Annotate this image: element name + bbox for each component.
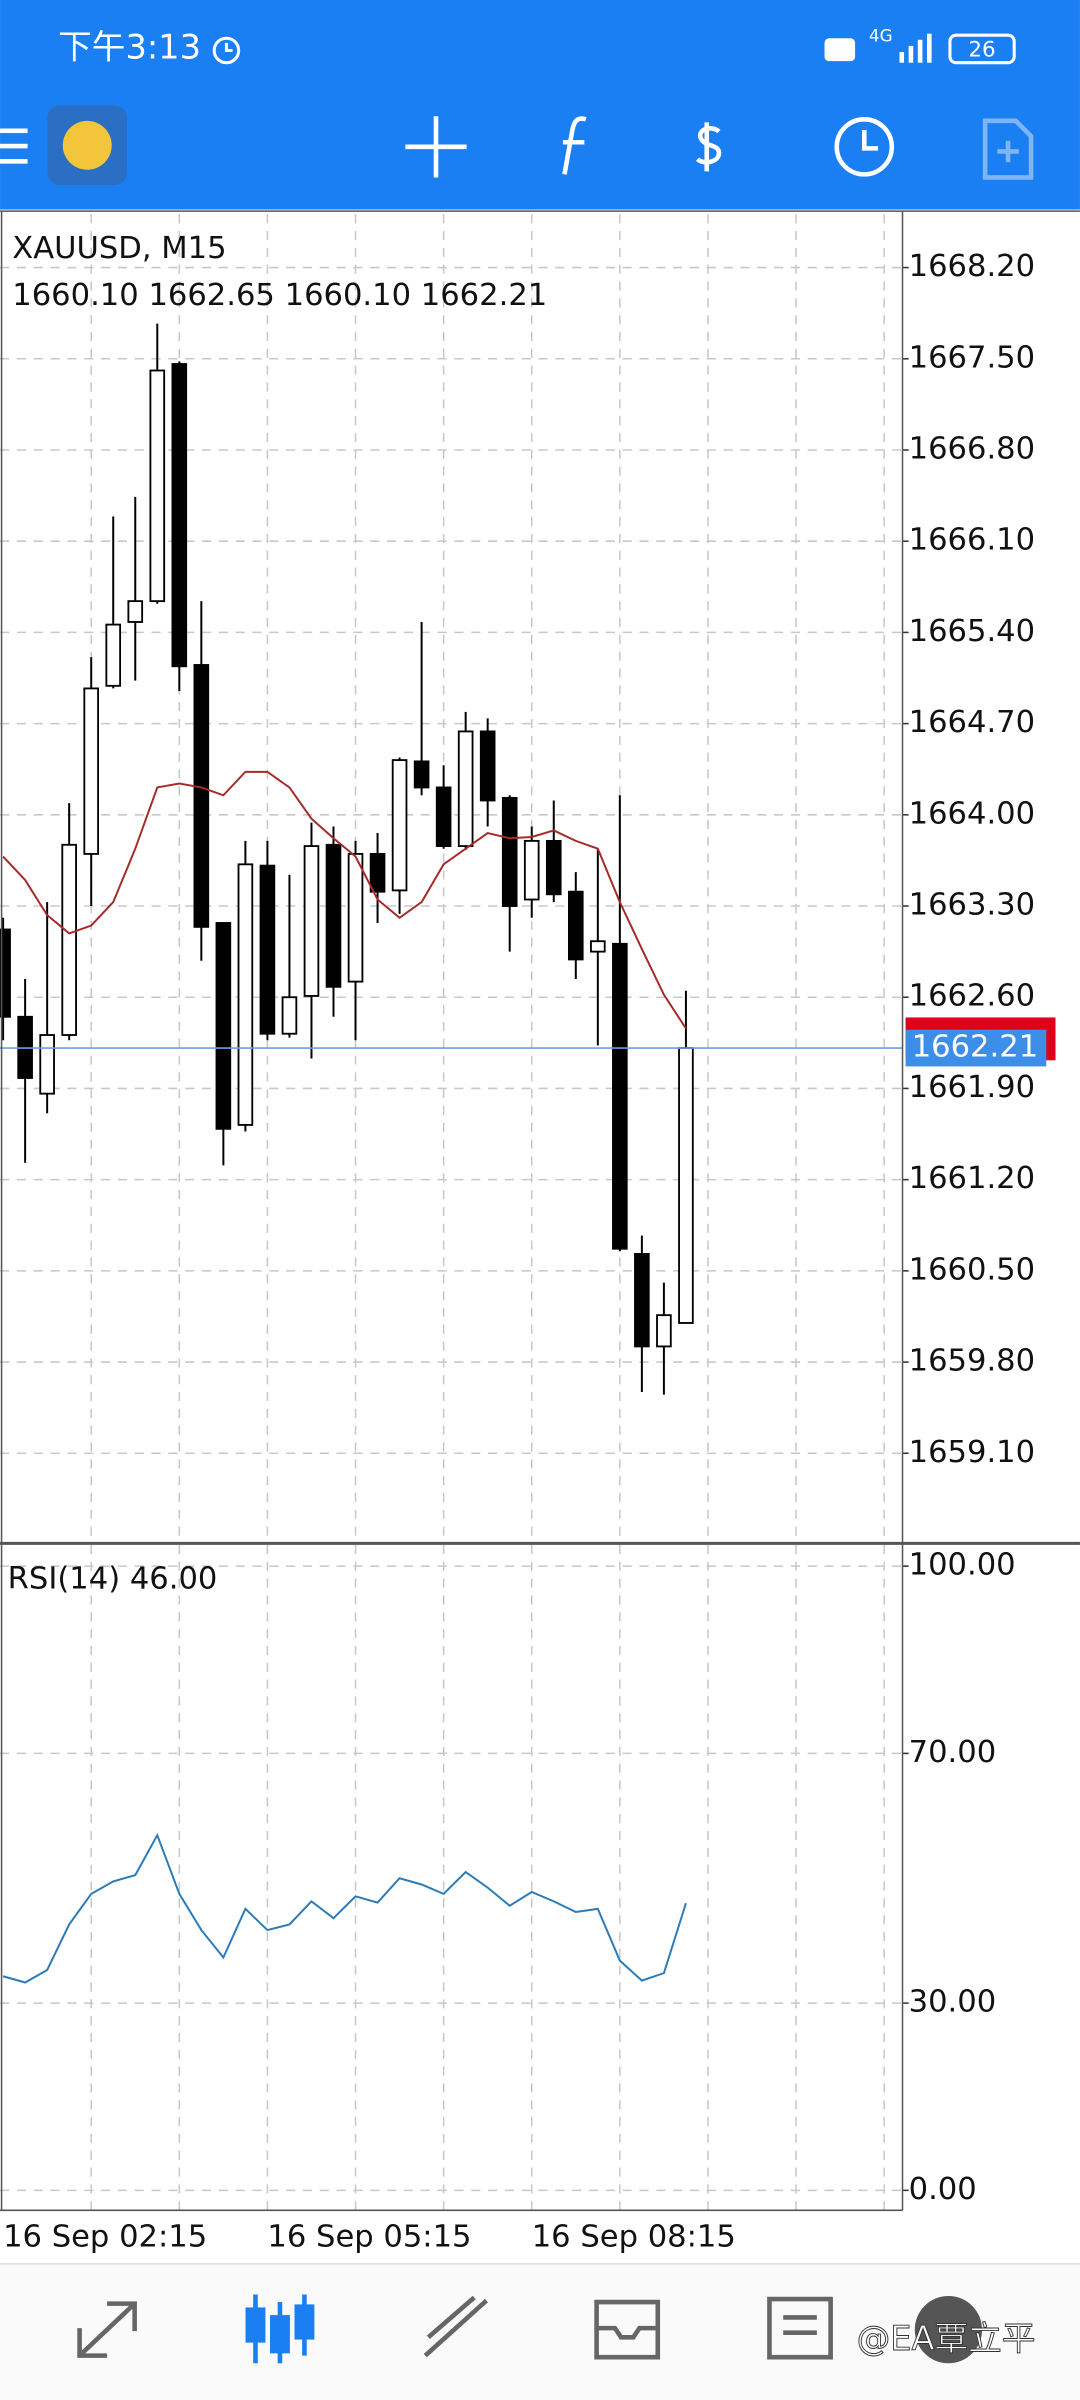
candle-body	[83, 687, 100, 855]
x-tick-label: 16 Sep 05:15	[267, 2219, 471, 2254]
candle-body	[0, 928, 11, 1018]
nav-trade[interactable]	[423, 2295, 488, 2358]
menu-button[interactable]	[0, 128, 28, 164]
watermark: @EA覃立平	[857, 2319, 1036, 2358]
y-tick-label: 1668.20	[909, 249, 1035, 284]
panel-title: RSI(14) 46.00	[8, 1562, 218, 1597]
nav-chart[interactable]	[245, 2294, 315, 2364]
candle-body	[215, 922, 232, 1130]
network: 4G	[869, 26, 893, 46]
signal-icon	[899, 33, 932, 63]
header-bg	[0, 0, 1080, 210]
candle-body	[259, 864, 276, 1035]
y-tick-label: 100.00	[909, 1548, 1016, 1583]
y-tick-label: 1659.80	[909, 1344, 1035, 1379]
y-tick-label: 1666.10	[909, 523, 1035, 558]
nav-news[interactable]	[767, 2296, 833, 2360]
candle-body	[237, 863, 254, 1126]
rsi-line	[2, 1832, 687, 1984]
trade-button[interactable]	[695, 122, 722, 172]
nav-quotes[interactable]	[77, 2301, 137, 2358]
y-tick-label: 1666.80	[909, 431, 1035, 466]
candle-body	[391, 759, 408, 892]
app-logo-mark	[62, 120, 112, 170]
candle-body	[612, 942, 628, 1250]
candle-body	[61, 843, 77, 1036]
y-tick-label: 1662.60	[909, 979, 1035, 1014]
nav-history[interactable]	[594, 2299, 661, 2360]
candle-body	[105, 623, 122, 687]
y-tick-label: 1663.30	[909, 888, 1035, 923]
candle-body	[303, 845, 320, 997]
y-tick-label: 1664.70	[909, 705, 1035, 740]
candle-body	[634, 1253, 650, 1348]
candle-body	[435, 786, 452, 848]
candle-body	[127, 600, 144, 623]
y-tick-label: 0.00	[909, 2172, 977, 2207]
nav-messages[interactable]	[914, 2295, 983, 2364]
candle-body	[325, 843, 342, 988]
y-tick-label: 1660.50	[909, 1252, 1035, 1287]
candle-body	[39, 1034, 55, 1095]
y-tick-label: 30.00	[909, 1985, 997, 2020]
nav-bar	[0, 2263, 1080, 2400]
candle-body	[567, 890, 584, 961]
crosshair-button[interactable]	[405, 116, 467, 178]
candle-body	[523, 839, 540, 901]
candle-body	[545, 839, 562, 896]
y-tick-label: 1661.20	[909, 1161, 1035, 1196]
candle-body	[347, 852, 364, 983]
alarm-icon	[212, 36, 241, 65]
price-tag	[905, 1029, 1047, 1067]
candle-body	[369, 852, 386, 893]
candle-body	[501, 796, 518, 907]
x-tick-label: 16 Sep 08:15	[532, 2219, 736, 2254]
moving-average	[2, 770, 687, 1030]
y-tick-label: 1659.10	[909, 1435, 1035, 1470]
candle-body	[171, 363, 188, 668]
y-tick-label: 1667.50	[909, 340, 1035, 375]
candle-body	[678, 1047, 694, 1324]
panel-title: XAUUSD, M15	[12, 231, 226, 266]
candle-body	[281, 996, 298, 1035]
candle-body	[149, 369, 166, 603]
status-time: 下午3:13	[58, 27, 201, 66]
hd-icon	[824, 38, 856, 62]
price-tag-label: 1662.21	[912, 1030, 1038, 1065]
indicators-button[interactable]	[562, 116, 587, 175]
history-button[interactable]	[834, 117, 895, 177]
candle-body	[656, 1314, 672, 1348]
y-tick-label: 1665.40	[909, 614, 1035, 649]
y-tick-label: 1664.00	[909, 796, 1035, 831]
candle-body	[590, 940, 606, 953]
x-tick-label: 16 Sep 02:15	[3, 2219, 207, 2254]
battery-level: 26	[968, 37, 995, 62]
y-tick-label: 1661.90	[909, 1070, 1035, 1105]
candle-body	[193, 664, 210, 928]
candle-body	[457, 730, 474, 848]
y-tick-label: 70.00	[909, 1735, 997, 1770]
candle-body	[413, 760, 430, 789]
battery-icon	[948, 33, 1016, 65]
candle-body	[479, 730, 496, 802]
chart-area: 1668.20 1667.50 1666.80 1666.10 1665.40 1664.…	[0, 210, 1080, 2254]
new-order-button[interactable]	[982, 118, 1034, 180]
ohlc-readout: 1660.10 1662.65 1660.10 1662.21	[12, 278, 547, 313]
